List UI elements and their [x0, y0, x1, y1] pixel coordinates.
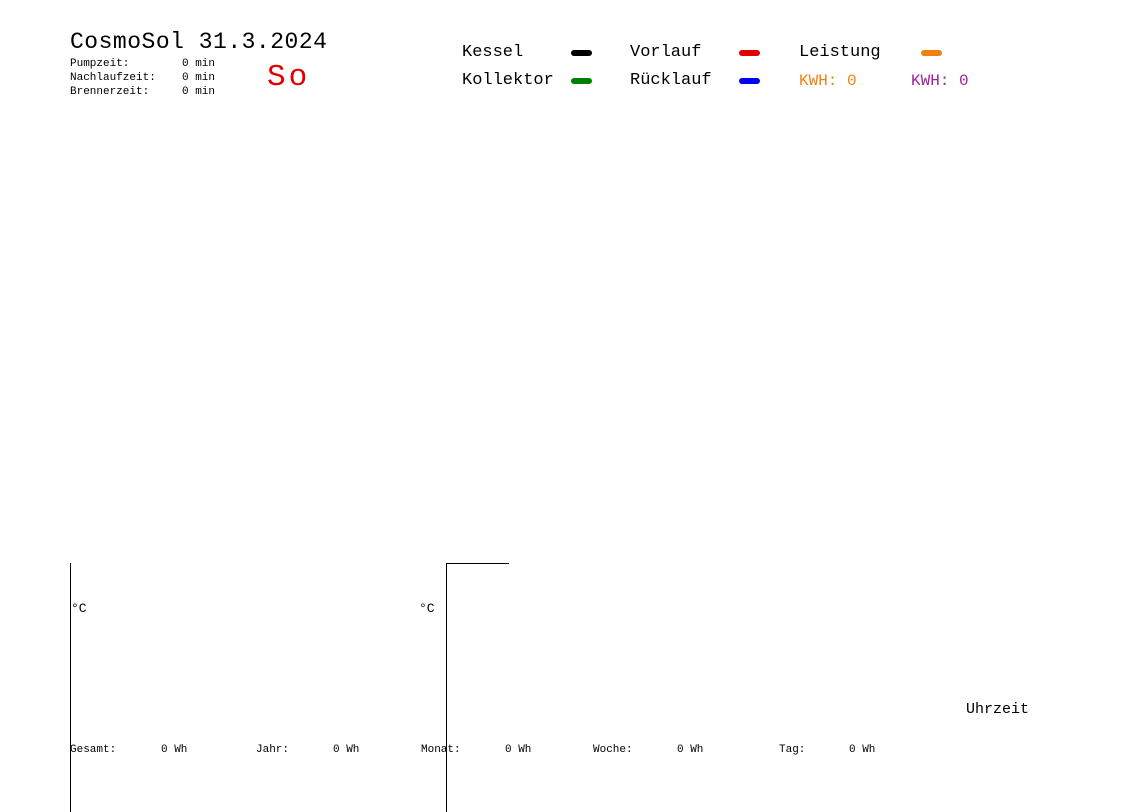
page-title: CosmoSol 31.3.2024: [70, 29, 328, 55]
total-tag-label: Tag:: [779, 744, 806, 756]
legend-label-ruecklauf: Rücklauf: [630, 71, 712, 90]
left-y-axis: [70, 563, 71, 812]
brennerzeit-value: 0 min: [182, 86, 216, 98]
legend-label-vorlauf: Vorlauf: [630, 43, 702, 62]
nachlaufzeit-label: Nachlaufzeit:: [70, 72, 156, 84]
total-woche-value: 0 Wh: [677, 744, 704, 756]
kwh-readout-purple: KWH: 0: [911, 72, 969, 90]
total-gesamt-label: Gesamt:: [70, 744, 117, 756]
x-axis-label: Uhrzeit: [966, 701, 1030, 718]
total-jahr-label: Jahr:: [256, 744, 290, 756]
legend-swatch-vorlauf: [739, 50, 760, 56]
legend-label-kessel: Kessel: [462, 43, 524, 62]
right-axis-unit: °C: [419, 601, 435, 616]
total-monat-label: Monat:: [421, 744, 461, 756]
total-jahr-value: 0 Wh: [333, 744, 360, 756]
right-y-axis: [446, 563, 447, 812]
legend-swatch-ruecklauf: [739, 78, 760, 84]
total-tag-value: 0 Wh: [849, 744, 876, 756]
total-woche-label: Woche:: [593, 744, 633, 756]
total-gesamt-value: 0 Wh: [161, 744, 188, 756]
legend-label-kollektor: Kollektor: [462, 71, 554, 90]
nachlaufzeit-value: 0 min: [182, 72, 216, 84]
legend-swatch-kessel: [571, 50, 592, 56]
legend-swatch-kollektor: [571, 78, 592, 84]
brennerzeit-label: Brennerzeit:: [70, 86, 150, 98]
pumpzeit-label: Pumpzeit:: [70, 58, 130, 70]
axis-top-tick: [446, 563, 509, 564]
legend-label-leistung: Leistung: [799, 43, 881, 62]
left-axis-unit: °C: [71, 601, 87, 616]
kwh-readout-orange: KWH: 0: [799, 72, 857, 90]
legend-swatch-leistung: [921, 50, 942, 56]
pumpzeit-value: 0 min: [182, 58, 216, 70]
weekday-label: So: [267, 60, 311, 95]
total-monat-value: 0 Wh: [505, 744, 532, 756]
